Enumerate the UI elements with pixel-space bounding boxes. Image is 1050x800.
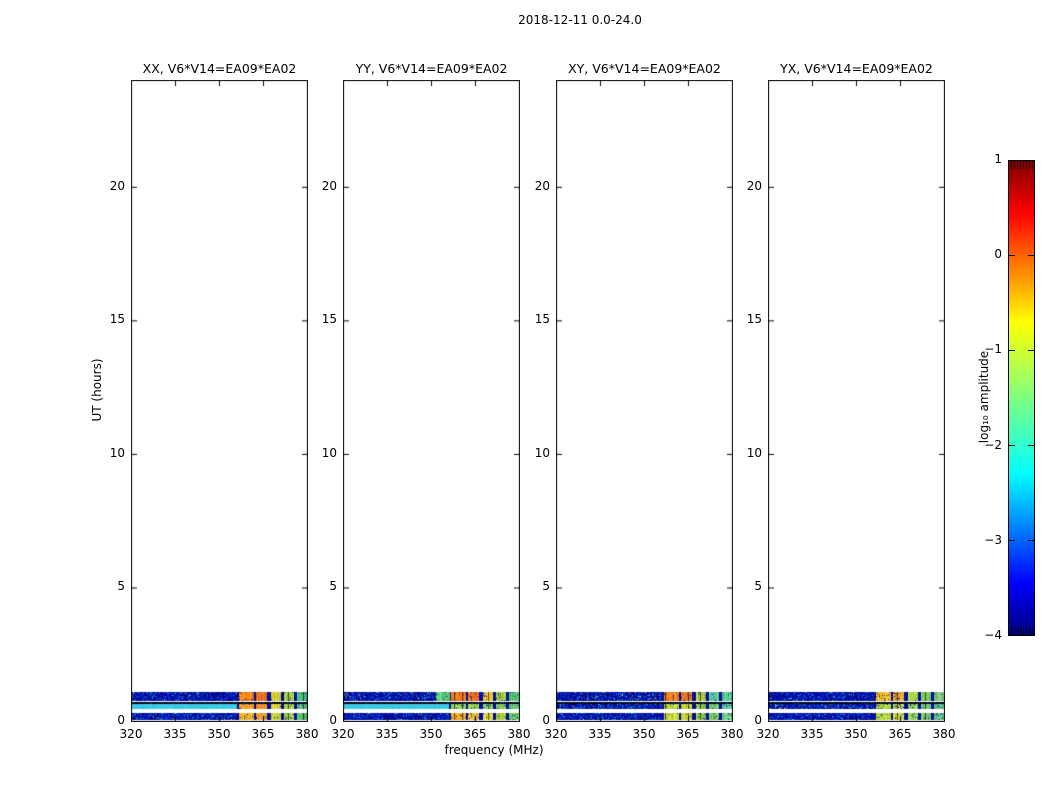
colorbar-tick-mark bbox=[1028, 445, 1034, 447]
colorbar-tick-mark bbox=[1009, 254, 1015, 256]
y-tick-label: 20 bbox=[321, 178, 337, 193]
panel-xy-heatmap bbox=[556, 80, 733, 722]
colorbar-tick-mark bbox=[1009, 349, 1015, 352]
x-tick-label: 320 bbox=[544, 727, 568, 741]
y-tick-label: 15 bbox=[321, 312, 337, 327]
panel-xx: XX, V6*V14=EA09*EA02 320 335 350 365 380 0 5 10… bbox=[110, 61, 319, 741]
panel-xx-heatmap bbox=[131, 80, 308, 722]
y-tick-label: 0 bbox=[329, 713, 337, 727]
y-tick-label: 0 bbox=[754, 713, 762, 727]
colorbar-tick-mark bbox=[1009, 540, 1015, 542]
x-tick-label: 350 bbox=[632, 727, 656, 741]
panel-yy: YY, V6*V14=EA09*EA02 320 335 350 365 380 0 5 10… bbox=[322, 61, 531, 741]
colorbar-tick-label: −3 bbox=[984, 532, 1002, 547]
x-tick-label: 350 bbox=[419, 727, 443, 741]
x-tick-label: 335 bbox=[800, 727, 824, 741]
y-tick-label: 10 bbox=[109, 445, 125, 460]
x-tick-label: 335 bbox=[163, 727, 187, 741]
panel-yy-title: YY, V6*V14=EA09*EA02 bbox=[355, 61, 508, 76]
y-tick-label: 5 bbox=[329, 579, 337, 594]
x-tick-label: 365 bbox=[676, 727, 700, 741]
x-tick-label: 365 bbox=[463, 727, 487, 741]
y-axis-label: UT (hours) bbox=[90, 358, 104, 422]
y-tick-label: 10 bbox=[746, 445, 762, 460]
x-tick-label: 320 bbox=[119, 727, 143, 741]
panel-yx-title: YX, V6*V14=EA09*EA02 bbox=[780, 61, 933, 76]
panel-xy-title: XY, V6*V14=EA09*EA02 bbox=[568, 61, 721, 76]
x-tick-label: 380 bbox=[932, 727, 956, 741]
x-tick-label: 380 bbox=[507, 727, 531, 741]
panel-xy: XY, V6*V14=EA09*EA02 320 335 350 365 380 0 5 10… bbox=[535, 61, 744, 741]
panel-xx-title: XX, V6*V14=EA09*EA02 bbox=[142, 61, 297, 76]
x-tick-label: 350 bbox=[844, 727, 868, 741]
x-tick-label: 380 bbox=[720, 727, 744, 741]
y-tick-label: 20 bbox=[109, 178, 125, 193]
y-tick-label: 15 bbox=[109, 312, 125, 327]
x-axis-label: frequency (MHz) bbox=[444, 743, 544, 757]
x-tick-label: 350 bbox=[207, 727, 231, 741]
x-tick-label: 380 bbox=[295, 727, 319, 741]
y-tick-label: 10 bbox=[534, 445, 550, 460]
panel-yy-heatmap bbox=[343, 80, 520, 722]
y-tick-label: 0 bbox=[542, 713, 550, 727]
colorbar-tick-label: −2 bbox=[984, 437, 1002, 452]
x-tick-label: 320 bbox=[331, 727, 355, 741]
x-tick-label: 365 bbox=[251, 727, 275, 741]
y-tick-label: 5 bbox=[754, 579, 762, 594]
colorbar-tick-label: 0 bbox=[994, 247, 1002, 262]
colorbar-tick-label: 1 bbox=[994, 152, 1002, 166]
colorbar-tick-label: −4 bbox=[984, 628, 1002, 642]
x-tick-label: 365 bbox=[888, 727, 912, 741]
colorbar-hatch-bottom bbox=[1009, 627, 1034, 635]
x-tick-label: 335 bbox=[375, 727, 399, 741]
colorbar-tick-mark bbox=[1009, 445, 1015, 447]
y-tick-label: 20 bbox=[746, 178, 762, 193]
figure-title: 2018-12-11 0.0-24.0 bbox=[518, 13, 642, 27]
colorbar-tick-mark bbox=[1028, 254, 1034, 256]
y-tick-label: 0 bbox=[117, 713, 125, 727]
colorbar-hatch-top bbox=[1009, 161, 1034, 169]
colorbar-label: log₁₀ amplitude bbox=[977, 350, 991, 444]
panel-yx-heatmap bbox=[768, 80, 945, 722]
x-tick-label: 320 bbox=[756, 727, 780, 741]
colorbar-tick-label: −1 bbox=[984, 342, 1002, 357]
panel-yx: YX, V6*V14=EA09*EA02 320 335 350 365 380 0 5 10… bbox=[747, 61, 956, 741]
y-tick-label: 5 bbox=[117, 579, 125, 594]
y-tick-label: 15 bbox=[746, 312, 762, 327]
colorbar-tick-mark bbox=[1028, 540, 1034, 542]
x-tick-label: 335 bbox=[588, 727, 612, 741]
colorbar-tick-mark bbox=[1028, 349, 1034, 352]
colorbar-gradient bbox=[1008, 160, 1035, 636]
y-tick-label: 5 bbox=[542, 579, 550, 594]
y-tick-label: 10 bbox=[321, 445, 337, 460]
y-tick-label: 20 bbox=[534, 178, 550, 193]
y-tick-label: 15 bbox=[534, 312, 550, 327]
